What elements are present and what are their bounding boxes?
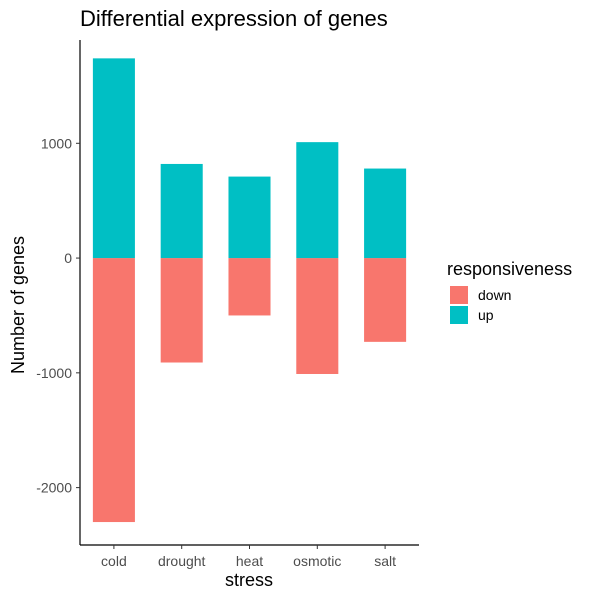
bar-up-cold bbox=[92, 58, 135, 259]
bar-up-salt bbox=[364, 168, 407, 259]
legend-title: responsiveness bbox=[447, 259, 572, 279]
legend-items: down up bbox=[450, 286, 511, 324]
y-tick-label: -2000 bbox=[36, 480, 72, 496]
bar-down-heat bbox=[228, 258, 271, 316]
y-tick-label: -1000 bbox=[36, 365, 72, 381]
x-tick-label: osmotic bbox=[293, 553, 341, 569]
x-tick-label: cold bbox=[101, 553, 127, 569]
bar-up-heat bbox=[228, 176, 271, 259]
bar-down-cold bbox=[92, 258, 135, 523]
legend-label-down: down bbox=[478, 287, 511, 303]
legend-swatch-down bbox=[450, 286, 468, 304]
bar-up-osmotic bbox=[296, 142, 339, 259]
y-tick-label: 0 bbox=[64, 250, 72, 266]
legend-label-up: up bbox=[478, 307, 494, 323]
bar-down-osmotic bbox=[296, 258, 339, 374]
bar-up-drought bbox=[160, 163, 203, 259]
bars-layer bbox=[92, 58, 407, 523]
legend-swatch-up bbox=[450, 306, 468, 324]
chart-title: Differential expression of genes bbox=[80, 6, 388, 31]
bar-down-drought bbox=[160, 258, 203, 363]
bar-down-salt bbox=[364, 258, 407, 342]
legend: responsiveness down up bbox=[447, 259, 572, 324]
y-tick-label: 1000 bbox=[41, 135, 72, 151]
x-tick-label: salt bbox=[374, 553, 396, 569]
x-axis-title: stress bbox=[225, 570, 273, 590]
y-axis-title: Number of genes bbox=[8, 236, 28, 374]
axes-layer: -2000 -1000 0 1000 cold drought heat osmotic sal… bbox=[36, 40, 419, 569]
x-tick-label: heat bbox=[236, 553, 263, 569]
x-tick-label: drought bbox=[158, 553, 206, 569]
